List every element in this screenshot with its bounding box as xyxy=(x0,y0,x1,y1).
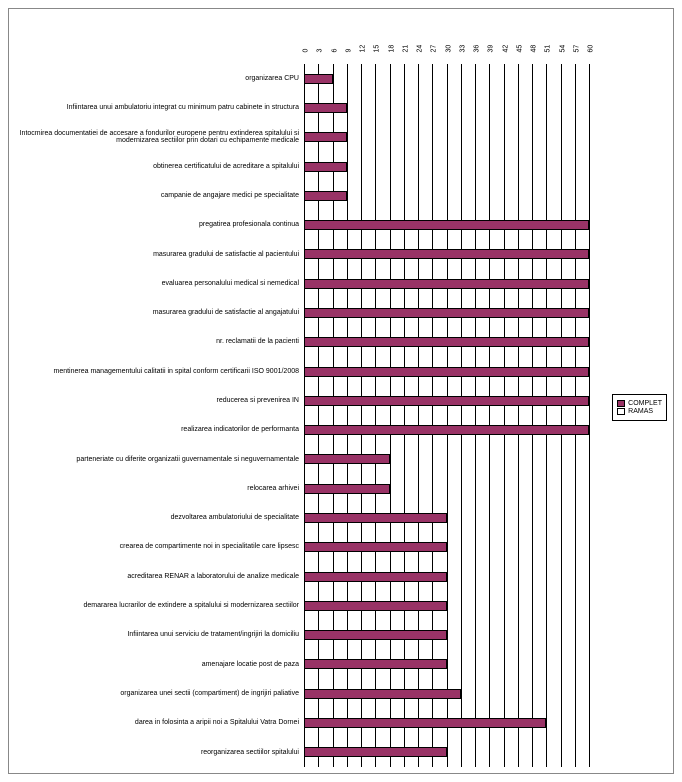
legend-label: COMPLET xyxy=(628,400,662,407)
gridline xyxy=(461,64,462,767)
bar xyxy=(304,103,347,113)
bar xyxy=(304,718,546,728)
y-axis-label: obtinerea certificatului de acreditare a… xyxy=(9,152,304,181)
x-tick-label: 12 xyxy=(360,45,367,53)
bar xyxy=(304,74,333,84)
x-tick-label: 33 xyxy=(459,45,466,53)
bar xyxy=(304,308,589,318)
bar xyxy=(304,425,589,435)
y-axis-label: evaluarea personalului medical si nemedi… xyxy=(9,269,304,298)
bar xyxy=(304,601,447,611)
legend-swatch xyxy=(617,408,625,415)
gridline xyxy=(447,64,448,767)
x-tick-label: 30 xyxy=(445,45,452,53)
legend-item: COMPLET xyxy=(617,400,662,407)
y-axis-label: parteneriate cu diferite organizatii guv… xyxy=(9,445,304,474)
gridline xyxy=(546,64,547,767)
bar xyxy=(304,249,589,259)
x-tick-label: 27 xyxy=(431,45,438,53)
y-axis-label: nr. reclamatii de la pacienti xyxy=(9,328,304,357)
legend-swatch xyxy=(617,400,625,407)
x-tick-label: 9 xyxy=(345,49,352,53)
x-tick-label: 21 xyxy=(402,45,409,53)
bar xyxy=(304,513,447,523)
bar xyxy=(304,454,390,464)
y-axis-label: campanie de angajare medici pe specialit… xyxy=(9,181,304,210)
gridline xyxy=(504,64,505,767)
x-tick-label: 48 xyxy=(531,45,538,53)
bar xyxy=(304,747,447,757)
legend-item: RAMAS xyxy=(617,408,662,415)
chart-container: 03691215182124273033363942454851545760 o… xyxy=(8,8,674,774)
y-axis-label: dezvoltarea ambulatoriului de specialita… xyxy=(9,503,304,532)
y-axis-label: crearea de compartimente noi in speciali… xyxy=(9,533,304,562)
bar xyxy=(304,132,347,142)
y-axis-label: darea in folosinta a aripii noi a Spital… xyxy=(9,708,304,737)
bar xyxy=(304,542,447,552)
y-axis-label: masurarea gradului de satisfactie al ang… xyxy=(9,298,304,327)
y-axis-label: organizarea unei sectii (compartiment) d… xyxy=(9,679,304,708)
y-axis-label: relocarea arhivei xyxy=(9,474,304,503)
x-tick-label: 60 xyxy=(588,45,595,53)
bar xyxy=(304,689,461,699)
bar xyxy=(304,572,447,582)
gridline xyxy=(532,64,533,767)
y-axis-label: pregatirea profesionala continua xyxy=(9,210,304,239)
bar xyxy=(304,484,390,494)
bar xyxy=(304,337,589,347)
y-axis-label: Intocmirea documentatiei de accesare a f… xyxy=(9,123,304,152)
y-axis-label: realizarea indicatorilor de performanta xyxy=(9,416,304,445)
y-axis-label: acreditarea RENAR a laboratorului de ana… xyxy=(9,562,304,591)
bar xyxy=(304,162,347,172)
gridline xyxy=(575,64,576,767)
x-axis-ticks: 03691215182124273033363942454851545760 xyxy=(304,27,589,57)
x-tick-label: 51 xyxy=(545,45,552,53)
y-axis-label: demararea lucrarilor de extindere a spit… xyxy=(9,591,304,620)
x-tick-label: 45 xyxy=(516,45,523,53)
gridline xyxy=(561,64,562,767)
bar xyxy=(304,659,447,669)
gridline xyxy=(475,64,476,767)
gridline xyxy=(518,64,519,767)
x-tick-label: 42 xyxy=(502,45,509,53)
x-tick-label: 54 xyxy=(559,45,566,53)
y-axis-label: masurarea gradului de satisfactie al pac… xyxy=(9,240,304,269)
y-axis-label: reducerea si prevenirea IN xyxy=(9,386,304,415)
legend: COMPLETRAMAS xyxy=(612,394,667,421)
y-axis-label: Infiintarea unui ambulatoriu integrat cu… xyxy=(9,93,304,122)
bar xyxy=(304,279,589,289)
legend-label: RAMAS xyxy=(628,408,653,415)
x-tick-label: 57 xyxy=(573,45,580,53)
bar xyxy=(304,367,589,377)
x-tick-label: 39 xyxy=(488,45,495,53)
y-axis-label: organizarea CPU xyxy=(9,64,304,93)
x-tick-label: 0 xyxy=(303,49,310,53)
x-tick-label: 36 xyxy=(474,45,481,53)
x-tick-label: 3 xyxy=(317,49,324,53)
y-axis-labels: organizarea CPUInfiintarea unui ambulato… xyxy=(9,64,304,767)
y-axis-label: amenajare locatie post de paza xyxy=(9,650,304,679)
x-tick-label: 6 xyxy=(331,49,338,53)
bar xyxy=(304,630,447,640)
plot-area xyxy=(304,64,589,767)
y-axis-label: mentinerea managementului calitatii in s… xyxy=(9,357,304,386)
x-tick-label: 24 xyxy=(417,45,424,53)
x-tick-label: 15 xyxy=(374,45,381,53)
bar xyxy=(304,396,589,406)
bar xyxy=(304,220,589,230)
y-axis-label: Infiintarea unui serviciu de tratament/i… xyxy=(9,621,304,650)
y-axis-label: reorganizarea sectiilor spitalului xyxy=(9,738,304,767)
bar xyxy=(304,191,347,201)
gridline xyxy=(489,64,490,767)
gridline xyxy=(589,64,590,767)
x-tick-label: 18 xyxy=(388,45,395,53)
